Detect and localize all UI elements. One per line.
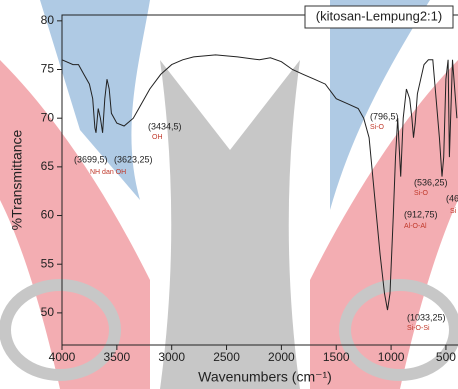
annotation-label: (3434,5) [148,121,182,131]
annotation-label: (912,75) [404,209,438,219]
annotation-group: Si-O [414,190,429,197]
x-tick-label: 3500 [103,350,130,364]
y-tick-label: 65 [41,159,55,173]
x-tick-label: 1000 [378,350,405,364]
y-tick-label: 55 [41,256,55,270]
watermark [0,0,458,389]
annotation-label: (1033,25) [407,312,446,322]
annotation-label: (3699,5) [74,154,108,164]
x-tick-label: 500 [436,350,456,364]
x-tick-label: 4000 [49,350,76,364]
y-tick-label: 75 [41,62,55,76]
x-tick-label: 1500 [323,350,350,364]
y-tick-label: 50 [41,305,55,319]
x-tick-label: 2500 [213,350,240,364]
chart-title: (kitosan-Lempung2:1) [316,8,442,23]
annotation-group: NH dan OH [90,169,126,176]
y-tick-label: 60 [41,208,55,222]
chart: (kitosan-Lempung2:1) Wavenumbers (cm⁻¹) … [0,0,458,389]
y-tick-label: 70 [41,110,55,124]
annotation-label: (46 [446,193,458,203]
x-axis-label: Wavenumbers (cm⁻¹) [198,369,332,385]
annotation-label: (3623,25) [114,154,153,164]
annotation-group: Si-O-Si [407,325,430,332]
y-tick-label: 80 [41,13,55,27]
annotation-label: (536,25) [414,177,448,187]
annotation-label: (796,5) [370,111,399,121]
x-tick-label: 2000 [268,350,295,364]
annotation-group: Si [450,208,457,215]
y-axis-label: %Transmittance [9,129,25,230]
annotation-group: Si-O [370,124,385,131]
annotation-group: Al-O-Al [404,223,427,230]
x-tick-label: 3000 [158,350,185,364]
annotation-group: OH [152,134,163,141]
